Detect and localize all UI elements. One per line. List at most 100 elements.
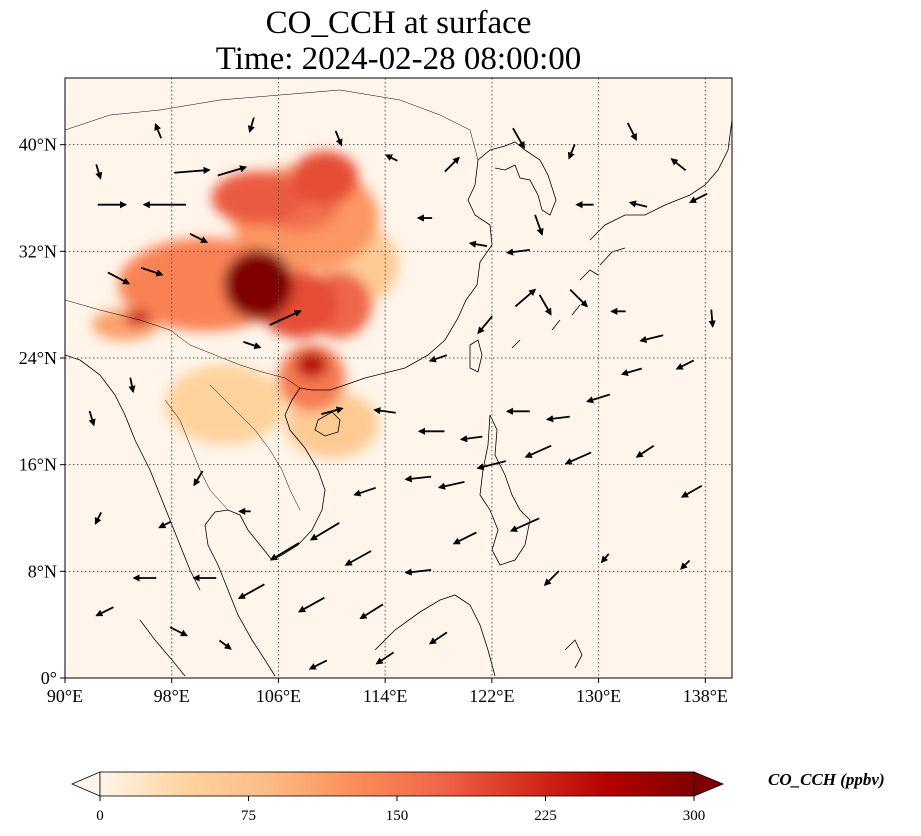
wind-arrow (94, 511, 102, 525)
lat-tick-label: 24°N (19, 348, 57, 368)
islands-japan (579, 119, 732, 281)
wind-arrow (95, 164, 103, 180)
border-china-south (65, 299, 301, 389)
wind-arrow (437, 480, 465, 490)
border-laos (209, 384, 301, 511)
lat-tick-label: 32°N (19, 241, 57, 261)
wind-arrow (452, 531, 477, 545)
islands-ryukyu (511, 304, 581, 349)
wind-arrow (688, 192, 708, 204)
wind-arrow (476, 460, 507, 471)
wind-arrow (543, 570, 560, 587)
wind-arrow (404, 475, 432, 483)
lon-tick-label: 114°E (363, 686, 408, 706)
wind-arrow (477, 315, 493, 335)
wind-arrow (174, 166, 211, 174)
colorbar-extend-min (70, 771, 101, 797)
co-plume (223, 249, 294, 320)
lat-tick-label: 40°N (19, 135, 57, 155)
coastline-myanmar (65, 354, 201, 591)
wind-arrow (297, 596, 325, 613)
wind-arrow (217, 165, 248, 177)
wind-arrow (404, 568, 432, 576)
co-plume (125, 310, 152, 326)
wind-arrow (107, 271, 131, 285)
wind-arrow (247, 117, 255, 134)
wind-arrow (600, 553, 610, 564)
wind-arrow (269, 310, 302, 326)
wind-arrow (564, 451, 592, 465)
wind-arrow (169, 626, 189, 637)
coastline-china (299, 159, 493, 391)
lon-tick-label: 122°E (469, 686, 514, 706)
coastline-vietnam (271, 387, 326, 561)
wind-arrow (670, 158, 687, 171)
wind-arrow (524, 444, 552, 458)
map-background (65, 78, 732, 678)
wind-arrow (128, 377, 136, 394)
wind-arrow (635, 444, 655, 458)
wind-arrow (237, 583, 265, 600)
wind-vectors (88, 117, 716, 670)
wind-arrow (140, 266, 164, 277)
lat-tick-label: 16°N (19, 455, 57, 475)
island-borneo (374, 594, 496, 677)
wind-arrow (675, 359, 695, 370)
wind-arrow (680, 559, 691, 570)
wind-arrow (375, 651, 395, 665)
wind-arrow (538, 294, 552, 316)
co-plume (165, 364, 286, 445)
colorbar-body (99, 771, 695, 797)
gridlines (65, 78, 732, 678)
colorbar-label: CO_CCH (ppbv) (768, 770, 885, 789)
lon-tick-label: 90°E (47, 686, 83, 706)
chart-subtitle: Time: 2024-02-28 08:00:00 (215, 41, 582, 77)
lon-tick-label: 138°E (683, 686, 728, 706)
wind-arrow (428, 354, 448, 363)
islands-philippines (479, 414, 531, 566)
wind-arrow (359, 603, 384, 620)
wind-arrow (309, 522, 340, 541)
co-plume (291, 151, 359, 205)
wind-arrow (428, 631, 448, 645)
map-frame (64, 77, 733, 679)
wind-arrow (334, 130, 343, 147)
wind-arrow (189, 232, 209, 244)
wind-arrow (514, 288, 537, 308)
coastline-sumatra (139, 619, 186, 677)
co-plume (295, 351, 328, 378)
wind-arrow (269, 542, 300, 561)
lat-tick-label: 8°N (28, 561, 57, 581)
wind-arrow (628, 200, 648, 208)
wind-arrow (373, 407, 396, 415)
wind-arrow (708, 309, 716, 328)
wind-arrow (95, 606, 114, 617)
wind-arrow (243, 341, 262, 350)
wind-arrow (545, 415, 570, 423)
chart-title: CO_CCH at surface (265, 5, 532, 41)
co-plume (211, 171, 306, 225)
colorbar-tick-label: 0 (96, 808, 104, 824)
colorbar-ticks: 0 75 150 225 300 (96, 796, 705, 824)
wind-arrow (344, 550, 372, 566)
wind-arrow (88, 410, 96, 427)
wind-arrow (308, 659, 328, 670)
wind-arrow (512, 127, 525, 150)
wind-arrow (444, 156, 460, 173)
wind-arrow (218, 639, 232, 650)
map-axes: 90°E 98°E 106°E 114°E 122°E 130°E 138°E 0° 8°N 16… (19, 135, 728, 706)
colorbar-tick-label: 225 (534, 808, 557, 824)
wind-arrow (193, 470, 204, 487)
island-sulawesi (564, 639, 583, 669)
wind-arrow (680, 484, 703, 498)
wind-arrow (569, 288, 589, 308)
colorbar-tick-label: 75 (241, 808, 256, 824)
wind-arrow (586, 393, 611, 404)
colorbar-tick-label: 150 (386, 808, 409, 824)
island-taiwan (469, 339, 483, 373)
wind-arrow (505, 248, 530, 256)
coastline-thailand (204, 509, 276, 677)
wind-arrow (384, 154, 398, 162)
wind-arrow (158, 521, 172, 529)
